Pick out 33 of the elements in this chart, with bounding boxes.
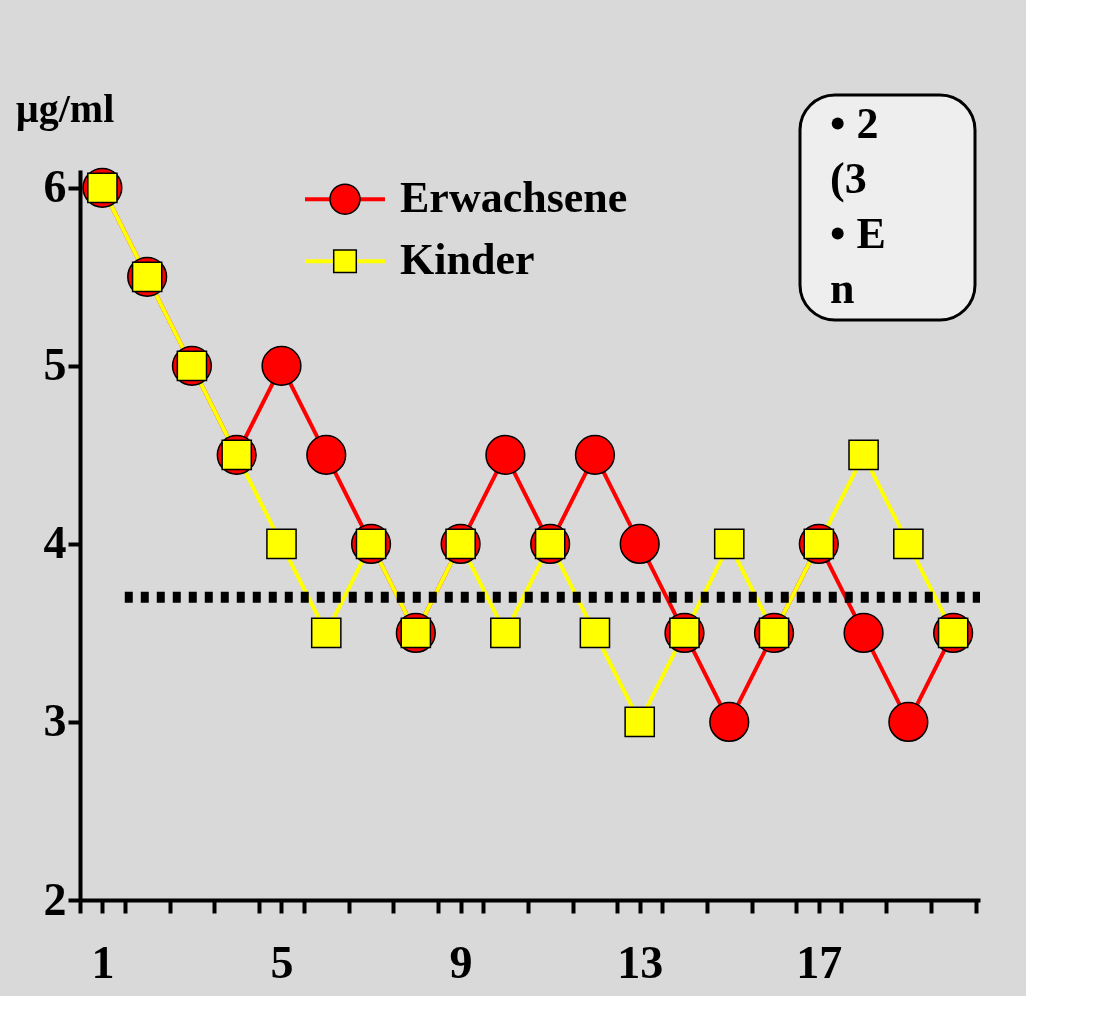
legend-label: Erwachsene: [400, 173, 628, 223]
point: [888, 701, 929, 743]
point: [574, 434, 616, 475]
point: [709, 701, 750, 743]
y-tick-label: 4: [43, 517, 67, 569]
point: [624, 706, 656, 738]
point: [266, 528, 297, 560]
legend-label: Kinder: [400, 235, 535, 285]
y-axis-title: µg/ml: [15, 86, 115, 131]
point: [490, 617, 521, 649]
x-tick-label: 9: [449, 936, 473, 988]
point: [261, 345, 302, 386]
y-tick-label: 6: [43, 161, 67, 213]
point: [713, 528, 745, 560]
point: [619, 523, 660, 564]
point: [843, 612, 884, 653]
point: [579, 617, 611, 649]
annotation: • E: [830, 209, 886, 258]
point: [893, 528, 924, 560]
point: [485, 434, 526, 475]
x-tick-label: 13: [617, 936, 664, 988]
y-tick-label: 5: [43, 339, 67, 391]
annotation: n: [830, 264, 855, 313]
y-tick-label: 3: [43, 695, 67, 747]
x-tick-label: 17: [796, 936, 843, 988]
x-tick-label: 5: [270, 936, 294, 988]
x-tick-label: 1: [91, 936, 115, 988]
point: [306, 434, 347, 475]
point: [310, 617, 342, 649]
text: • 2: [830, 99, 879, 148]
annotation: (3: [830, 154, 867, 203]
point: [848, 439, 879, 471]
y-tick-label: 2: [43, 873, 67, 925]
